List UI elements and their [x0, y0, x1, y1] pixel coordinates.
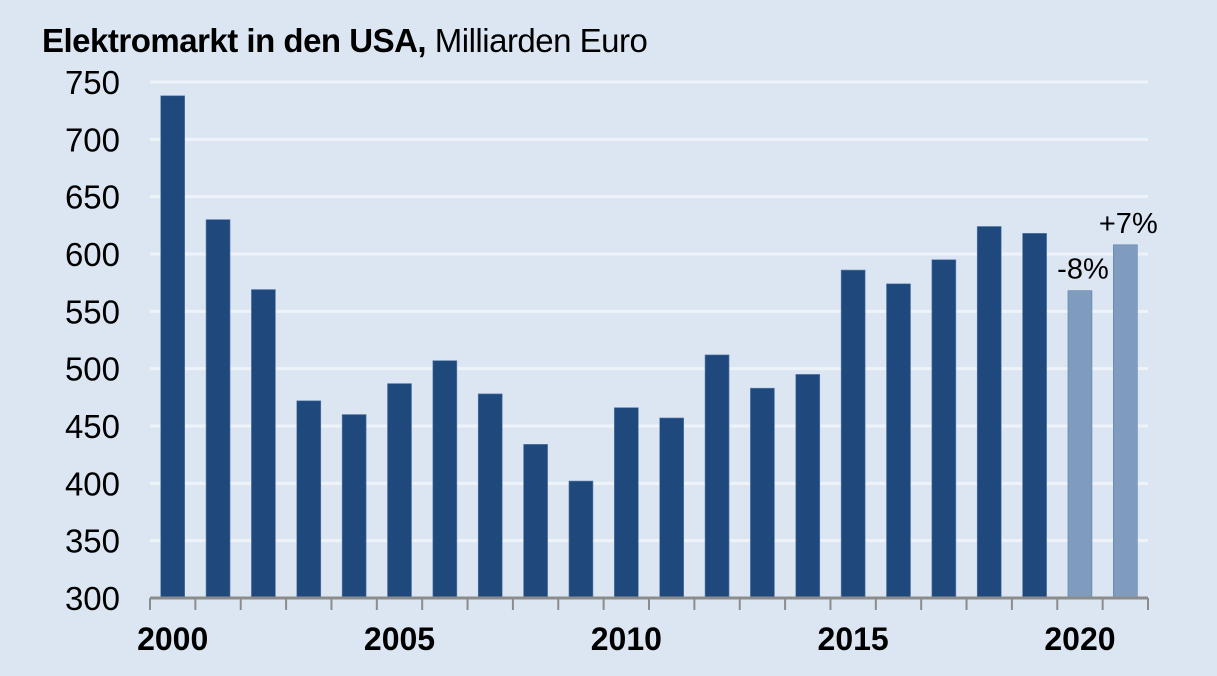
bar-2000: [160, 95, 185, 599]
bar-2011: [659, 417, 684, 599]
annotation-2021: +7%: [1099, 208, 1158, 240]
bar-2004: [341, 414, 367, 599]
bar-2009: [568, 480, 594, 599]
bar-2010: [614, 407, 639, 599]
bar-2002: [251, 289, 276, 599]
y-tick-label: 650: [65, 179, 120, 216]
chart-title-unit: Milliarden Euro: [426, 22, 648, 59]
x-tick-label: 2020: [1044, 621, 1115, 657]
bar-2015: [840, 269, 866, 599]
bar-2001: [205, 219, 231, 599]
bar-2013: [750, 387, 775, 599]
x-tick-label: 2005: [364, 621, 435, 657]
y-tick-label: 350: [65, 523, 120, 560]
bar-2007: [477, 393, 503, 599]
y-tick-label: 450: [65, 408, 120, 445]
y-tick-label: 550: [65, 293, 120, 330]
y-tick-label: 700: [65, 121, 120, 158]
bar-2006: [432, 360, 458, 599]
y-tick-label: 500: [65, 351, 120, 388]
bar-2005: [387, 383, 412, 599]
y-tick-label: 400: [65, 465, 120, 502]
x-tick-label: 2000: [137, 621, 208, 657]
bar-2017: [931, 259, 957, 599]
bar-2003: [296, 400, 322, 599]
chart-title: Elektromarkt in den USA, Milliarden Euro: [42, 22, 648, 60]
bar-2021: [1113, 244, 1138, 599]
chart-title-main: Elektromarkt in den USA,: [42, 22, 427, 59]
y-tick-label: 300: [65, 580, 120, 617]
bar-2020: [1067, 290, 1093, 599]
y-tick-label: 750: [65, 64, 120, 101]
bar-2016: [886, 283, 911, 599]
bar-2018: [976, 226, 1002, 599]
x-tick-label: 2010: [591, 621, 662, 657]
bar-2012: [704, 354, 730, 599]
annotation-2020: -8%: [1057, 254, 1109, 286]
bar-2008: [523, 444, 548, 599]
bar-2014: [795, 374, 821, 599]
x-tick-label: 2015: [818, 621, 889, 657]
y-tick-label: 600: [65, 236, 120, 273]
bar-2019: [1022, 233, 1047, 599]
